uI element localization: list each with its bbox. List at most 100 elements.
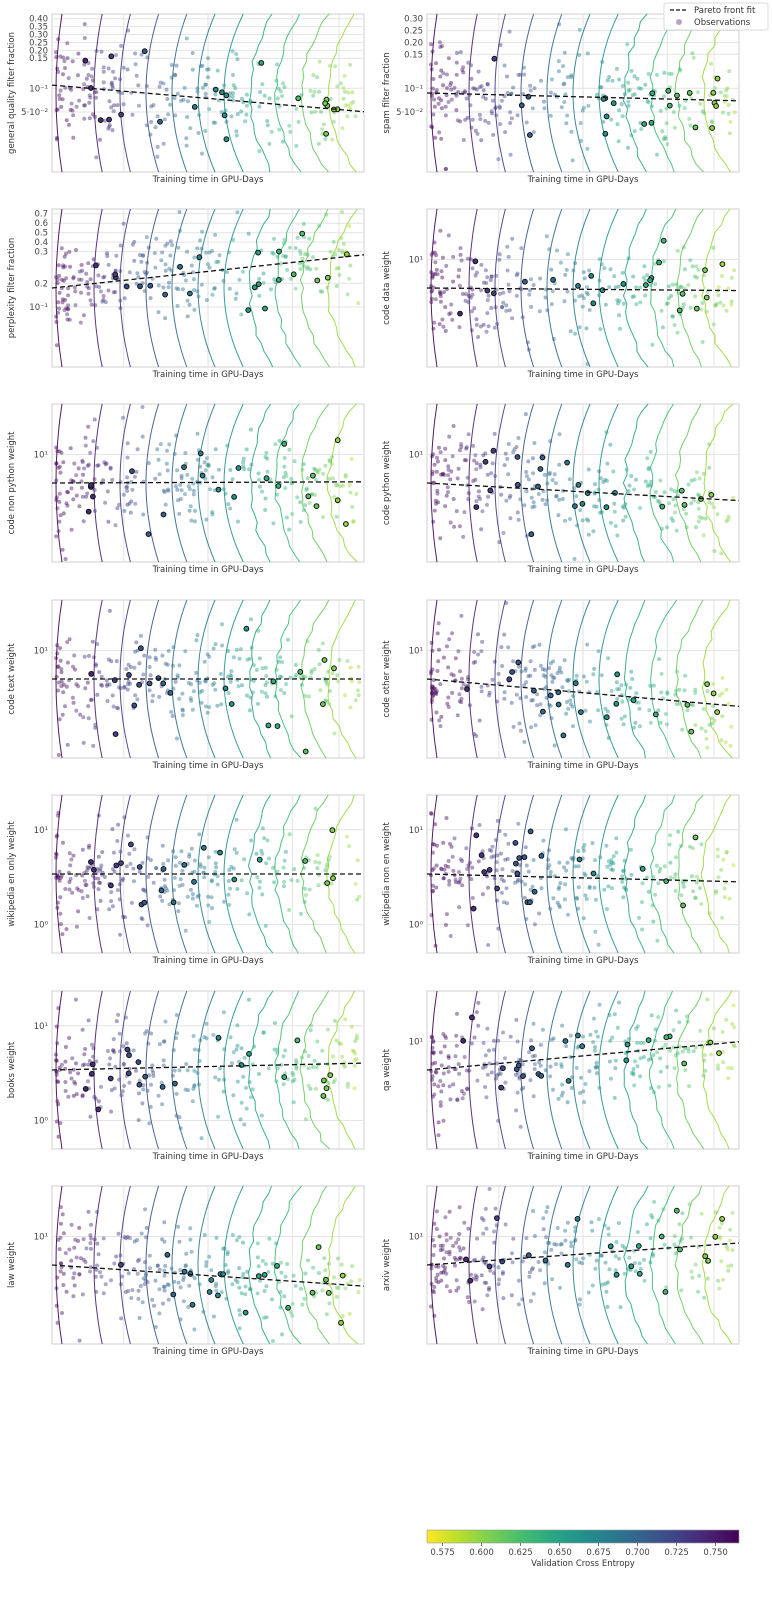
observation-point (231, 655, 236, 660)
observation-point (85, 680, 90, 685)
observation-point (137, 870, 142, 874)
pareto-point (500, 1065, 506, 1072)
observation-point (309, 668, 314, 673)
y-tick-label: 0.4 (34, 238, 48, 248)
observation-point (180, 708, 185, 713)
observation-point (461, 682, 466, 687)
observation-point (436, 1280, 441, 1285)
observation-point (532, 1067, 537, 1072)
observation-point (57, 1067, 62, 1072)
observation-point (327, 476, 332, 481)
observation-point (260, 892, 265, 897)
observation-point (481, 1255, 486, 1260)
observation-point (483, 1261, 488, 1266)
observation-point (609, 858, 614, 862)
observation-point (197, 832, 202, 837)
observation-point (691, 1049, 696, 1054)
observation-point (312, 90, 317, 94)
observation-point (718, 90, 723, 95)
y-tick-label: 5·10⁻² (21, 108, 48, 118)
observation-point (429, 1304, 433, 1309)
observation-point (606, 859, 611, 864)
observation-point (709, 119, 714, 124)
observation-point (65, 56, 70, 61)
observation-point (509, 700, 514, 705)
observation-point (493, 1206, 498, 1211)
observation-point (457, 524, 462, 529)
observation-point (583, 893, 588, 898)
observation-point (434, 885, 439, 890)
observation-point (241, 1271, 246, 1276)
observation-point (697, 515, 702, 520)
observation-point (476, 69, 481, 74)
observation-point (616, 284, 621, 289)
pareto-point (200, 844, 207, 851)
observation-point (439, 1063, 444, 1068)
observation-point (58, 658, 63, 663)
observation-point (265, 838, 270, 843)
observation-point (82, 116, 87, 121)
observation-point (285, 1262, 290, 1266)
observation-point (61, 1283, 66, 1287)
observation-point (638, 1074, 643, 1079)
observation-point (494, 860, 499, 865)
iso-curve (223, 990, 244, 1150)
pareto-point (275, 483, 282, 489)
observation-point (299, 682, 304, 687)
observation-point (647, 708, 652, 713)
observation-point (500, 867, 505, 872)
observation-point (626, 145, 630, 150)
pareto-point (518, 102, 525, 109)
pareto-point (187, 290, 193, 297)
observation-point (591, 1040, 596, 1045)
observation-point (61, 460, 66, 465)
observation-point (728, 1227, 733, 1232)
observation-point (693, 1262, 698, 1267)
observation-point (695, 470, 699, 475)
observation-point (470, 292, 475, 297)
observation-point (502, 63, 507, 68)
observation-point (459, 442, 464, 447)
observation-point (190, 51, 195, 55)
observation-point (237, 277, 242, 282)
pareto-point (170, 899, 177, 906)
observation-point (149, 1082, 153, 1087)
pareto-point (339, 1272, 346, 1279)
observation-point (520, 315, 525, 320)
observation-point (255, 1255, 260, 1260)
observation-point (570, 857, 575, 862)
pareto-point (514, 870, 521, 877)
pareto-point (147, 282, 154, 289)
observation-point (619, 102, 624, 107)
observation-point (602, 1223, 607, 1228)
observation-point (82, 82, 87, 87)
observation-point (524, 695, 529, 699)
observation-point (301, 462, 306, 467)
observation-point (57, 878, 62, 883)
observation-point (441, 876, 446, 881)
observation-point (180, 868, 185, 873)
observation-point (102, 274, 107, 279)
observation-point (118, 1253, 123, 1258)
observation-point (263, 508, 268, 512)
observation-point (466, 294, 471, 298)
observation-point (432, 842, 437, 847)
observation-point (54, 656, 59, 661)
observation-point (165, 97, 170, 101)
pareto-point (191, 104, 198, 110)
iso-curve (572, 1185, 591, 1345)
observation-point (129, 499, 134, 504)
observation-point (243, 1284, 248, 1289)
observation-point (466, 432, 471, 437)
observation-point (591, 529, 596, 534)
observation-point (671, 1028, 676, 1033)
observation-point (166, 1283, 171, 1287)
observation-point (716, 1063, 720, 1068)
observation-point (440, 44, 444, 49)
observation-point (694, 874, 699, 879)
observation-point (680, 1236, 684, 1241)
observation-point (545, 1205, 550, 1210)
observation-point (109, 899, 114, 904)
observation-point (501, 879, 506, 884)
observation-point (228, 679, 233, 684)
